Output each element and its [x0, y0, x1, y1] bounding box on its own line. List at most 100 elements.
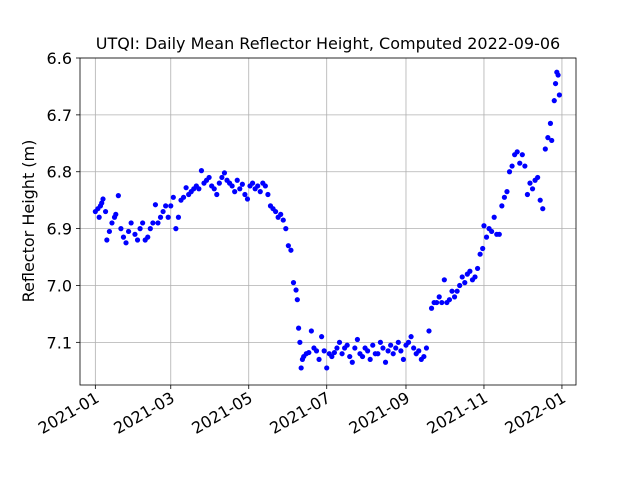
data-point: [380, 345, 386, 351]
data-point: [477, 251, 483, 257]
data-point: [527, 180, 533, 186]
data-point: [308, 328, 314, 334]
data-point: [147, 226, 153, 232]
data-point: [128, 220, 134, 226]
data-point: [285, 243, 291, 249]
data-point: [170, 194, 176, 200]
data-point: [321, 348, 327, 354]
data-point: [519, 152, 525, 158]
data-point: [542, 146, 548, 152]
data-point: [347, 353, 353, 360]
data-point: [514, 149, 520, 155]
data-point: [331, 349, 337, 356]
data-point: [480, 245, 486, 252]
data-point: [221, 170, 228, 176]
data-point: [496, 231, 502, 237]
data-point: [481, 223, 487, 229]
data-point: [196, 186, 202, 192]
data-point: [428, 305, 435, 311]
data-point: [367, 356, 373, 363]
data-point: [545, 135, 551, 141]
data-point: [398, 348, 404, 354]
data-point: [244, 196, 251, 202]
data-point: [280, 217, 286, 223]
data-point: [388, 342, 394, 348]
x-tick-label: 2021-03: [110, 388, 177, 438]
data-point: [288, 247, 294, 253]
data-point: [472, 274, 478, 280]
data-point: [393, 345, 399, 351]
data-point: [499, 203, 505, 209]
data-point: [509, 163, 515, 169]
data-point: [517, 160, 523, 166]
data-point: [120, 234, 127, 240]
data-point: [198, 168, 205, 174]
data-point: [145, 234, 151, 240]
data-point: [354, 336, 361, 343]
data-point: [99, 200, 105, 206]
data-point: [449, 288, 455, 294]
data-point: [219, 174, 225, 181]
data-point: [297, 339, 303, 345]
data-point: [467, 268, 473, 274]
data-point: [540, 206, 546, 212]
data-point: [434, 299, 440, 306]
data-point: [109, 220, 115, 226]
data-point: [405, 339, 412, 345]
data-point: [262, 183, 268, 189]
data-point: [206, 174, 212, 181]
data-point: [504, 189, 510, 195]
data-point: [106, 228, 113, 235]
data-point: [382, 359, 389, 365]
data-point: [489, 228, 495, 235]
x-axis-ticks: 2021-01 2021-03 2021-05 2021-07 2021-09 2021-…: [35, 385, 569, 438]
data-point: [336, 339, 343, 345]
data-point: [150, 220, 156, 226]
y-tick-label: 6.9: [47, 220, 72, 239]
data-point: [375, 351, 381, 357]
data-point: [242, 191, 248, 198]
data-point: [272, 208, 279, 215]
y-tick-label: 6.8: [47, 163, 72, 182]
data-point: [334, 345, 340, 351]
data-point: [175, 214, 182, 220]
data-point: [237, 186, 243, 192]
data-point: [306, 349, 312, 356]
data-point: [239, 181, 245, 187]
data-point: [474, 265, 481, 272]
data-point: [537, 197, 543, 203]
data-point: [555, 72, 561, 78]
data-point: [359, 353, 366, 360]
data-point: [173, 226, 179, 232]
y-tick-label: 6.6: [47, 49, 72, 68]
data-point: [115, 193, 121, 199]
data-point: [421, 353, 427, 360]
data-point: [556, 92, 562, 98]
data-point: [295, 325, 302, 331]
data-point: [113, 211, 119, 217]
plot-frame: [79, 57, 577, 386]
data-point: [551, 98, 557, 104]
data-point: [316, 356, 322, 363]
data-point: [549, 137, 555, 144]
data-point: [118, 226, 124, 232]
data-point: [329, 353, 335, 360]
data-points: [92, 69, 562, 371]
data-point: [426, 328, 432, 334]
data-point: [137, 226, 143, 232]
data-point: [446, 297, 453, 303]
data-point: [211, 186, 217, 192]
data-point: [278, 211, 284, 217]
y-tick-label: 7.1: [47, 333, 72, 352]
data-point: [165, 214, 171, 220]
data-point: [214, 191, 220, 198]
data-point: [257, 189, 263, 195]
data-point: [390, 351, 396, 357]
data-point: [232, 189, 238, 195]
data-point: [255, 183, 261, 189]
data-point: [102, 208, 109, 215]
data-point: [123, 240, 129, 246]
x-tick-label: 2021-07: [266, 388, 333, 438]
data-point: [459, 274, 465, 280]
data-point: [294, 297, 300, 303]
